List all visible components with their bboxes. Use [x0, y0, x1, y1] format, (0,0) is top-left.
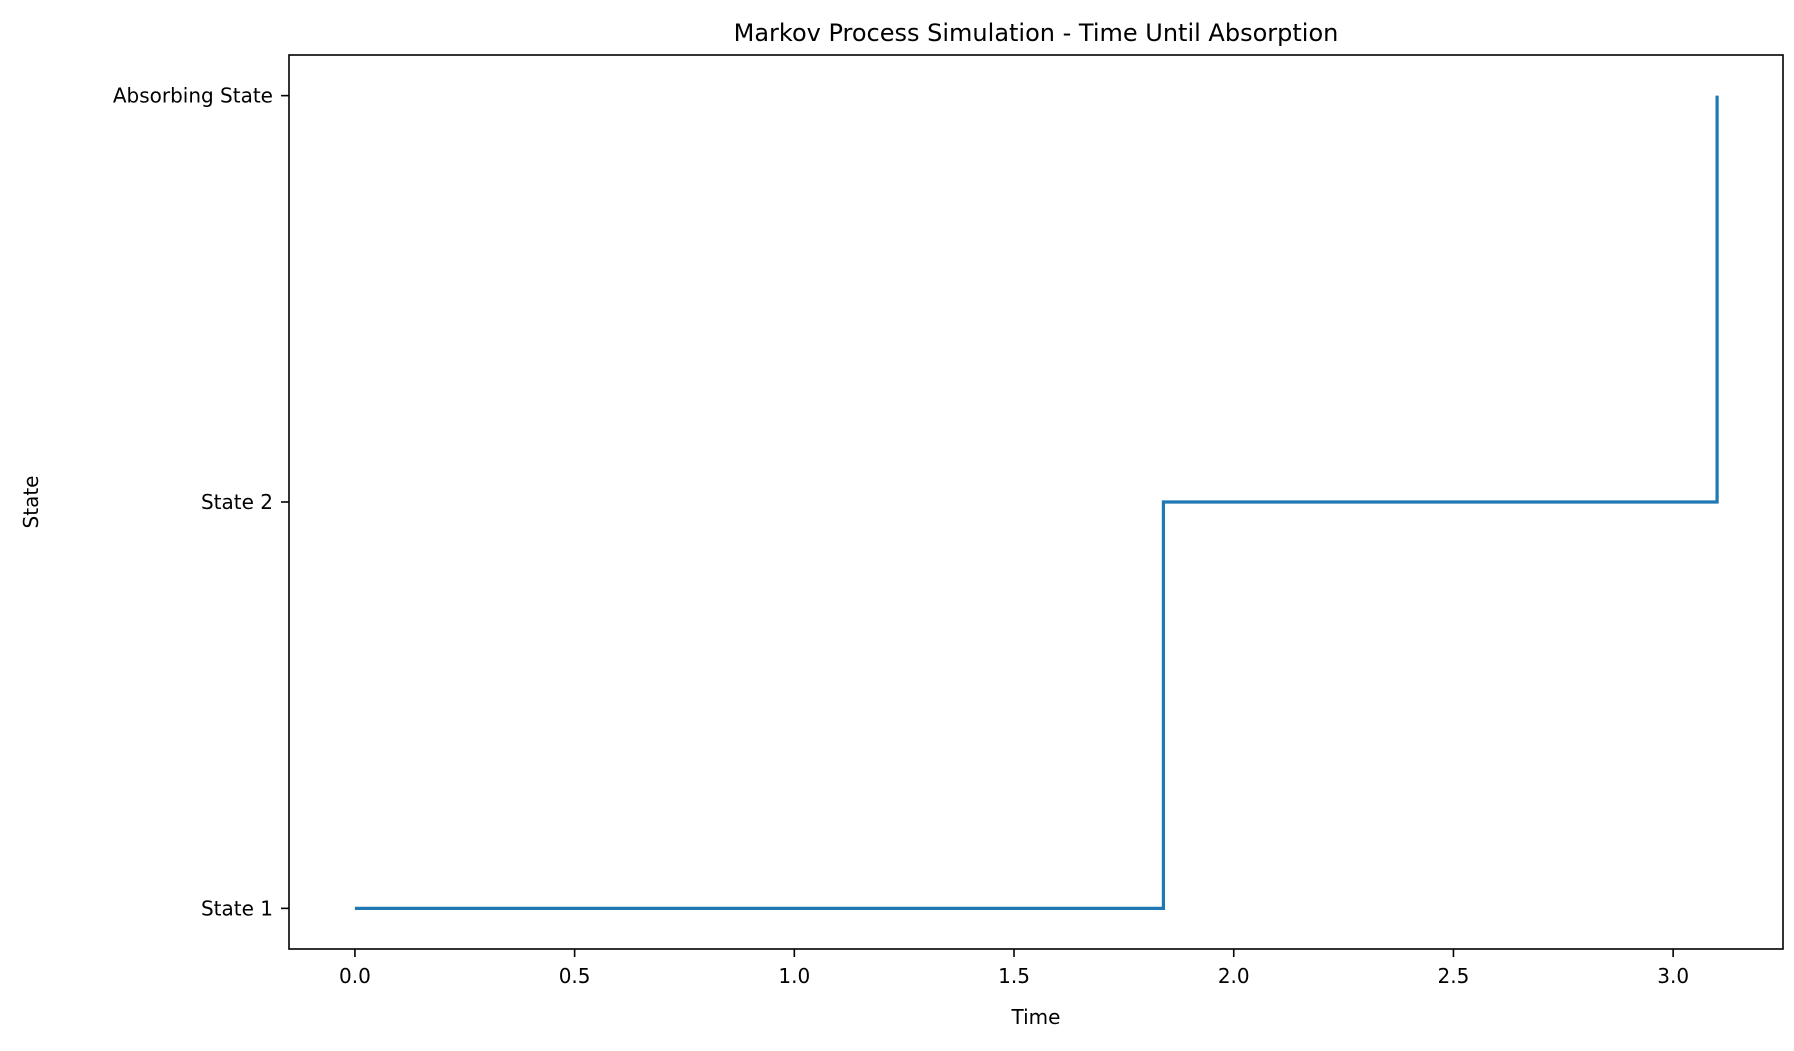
x-axis-ticks: 0.0 0.5 1.0 1.5 2.0 2.5 3.0: [339, 949, 1689, 988]
x-tick-label: 2.0: [1218, 964, 1250, 988]
x-tick-label: 1.0: [778, 964, 810, 988]
y-axis-ticks: State 1 State 2 Absorbing State: [113, 84, 289, 920]
y-tick-label: State 1: [201, 896, 273, 920]
x-tick-label: 1.5: [998, 964, 1030, 988]
x-tick-label: 3.0: [1657, 964, 1689, 988]
chart-title: Markov Process Simulation - Time Until A…: [734, 19, 1339, 47]
x-tick-label: 2.5: [1438, 964, 1470, 988]
y-axis-label: State: [19, 476, 43, 529]
y-tick-label: Absorbing State: [113, 84, 273, 108]
y-tick-label: State 2: [201, 490, 273, 514]
x-axis-label: Time: [1011, 1005, 1061, 1029]
x-tick-label: 0.0: [339, 964, 371, 988]
series-line-0: [354, 95, 1719, 910]
x-tick-label: 0.5: [559, 964, 591, 988]
series-layer: [354, 95, 1719, 910]
